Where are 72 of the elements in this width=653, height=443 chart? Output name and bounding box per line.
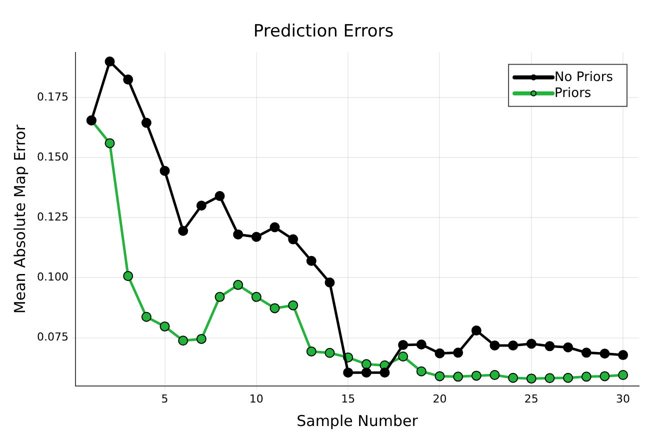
point [618, 350, 628, 360]
x-tick-label: 10 [249, 392, 264, 406]
point [453, 372, 464, 382]
x-tick-label: 5 [161, 392, 168, 406]
point [288, 234, 298, 244]
point [306, 256, 316, 266]
point [526, 338, 536, 349]
point [123, 74, 134, 85]
point [104, 56, 115, 67]
point [141, 312, 152, 322]
y-axis-title: Mean Absolute Map Error [10, 124, 29, 314]
point [288, 300, 298, 310]
point [416, 366, 426, 376]
point [434, 348, 445, 358]
point [453, 348, 464, 358]
point [196, 334, 206, 344]
point [251, 292, 262, 302]
point [270, 222, 280, 232]
point [178, 226, 188, 236]
legend-label: Priors [554, 86, 592, 101]
point [490, 370, 500, 380]
point [434, 371, 445, 382]
x-tick-label: 30 [616, 392, 630, 406]
x-tick-label: 15 [341, 392, 356, 406]
point [233, 229, 244, 240]
point [270, 303, 280, 314]
point [508, 372, 518, 383]
point [563, 372, 574, 383]
legend-label: No Priors [554, 70, 614, 85]
point [251, 232, 262, 242]
y-tick-label: 0.150 [36, 150, 68, 164]
point [160, 166, 170, 176]
point [526, 374, 536, 384]
point [306, 346, 316, 356]
point [178, 336, 188, 346]
point [141, 118, 152, 128]
point [361, 359, 372, 370]
y-tick-label: 0.175 [36, 90, 68, 104]
point [324, 348, 335, 358]
point [196, 200, 206, 211]
point [380, 368, 390, 378]
point [214, 292, 225, 302]
point [160, 321, 170, 332]
point [508, 340, 518, 350]
point [416, 339, 426, 350]
point [471, 326, 482, 336]
point [600, 371, 610, 382]
point [398, 351, 408, 362]
point [490, 340, 500, 350]
point [563, 342, 574, 352]
point [581, 348, 592, 358]
point [544, 341, 555, 352]
x-axis-title: Sample Number [296, 412, 419, 430]
point [600, 348, 610, 359]
point [544, 373, 555, 384]
x-tick-label: 20 [432, 392, 447, 406]
point [618, 370, 628, 380]
y-tick-label: 0.125 [36, 210, 68, 224]
point [324, 278, 335, 288]
point [104, 138, 115, 148]
point [214, 191, 225, 202]
x-tick-label: 25 [524, 392, 538, 406]
point [343, 368, 354, 378]
point [398, 340, 408, 350]
point [361, 368, 372, 378]
point [581, 372, 592, 382]
y-tick-label: 0.075 [36, 330, 68, 344]
y-tick-label: 0.100 [36, 270, 68, 284]
point [471, 370, 482, 381]
chart-title: Prediction Errors [253, 22, 394, 42]
point [233, 280, 244, 290]
point [123, 271, 134, 282]
